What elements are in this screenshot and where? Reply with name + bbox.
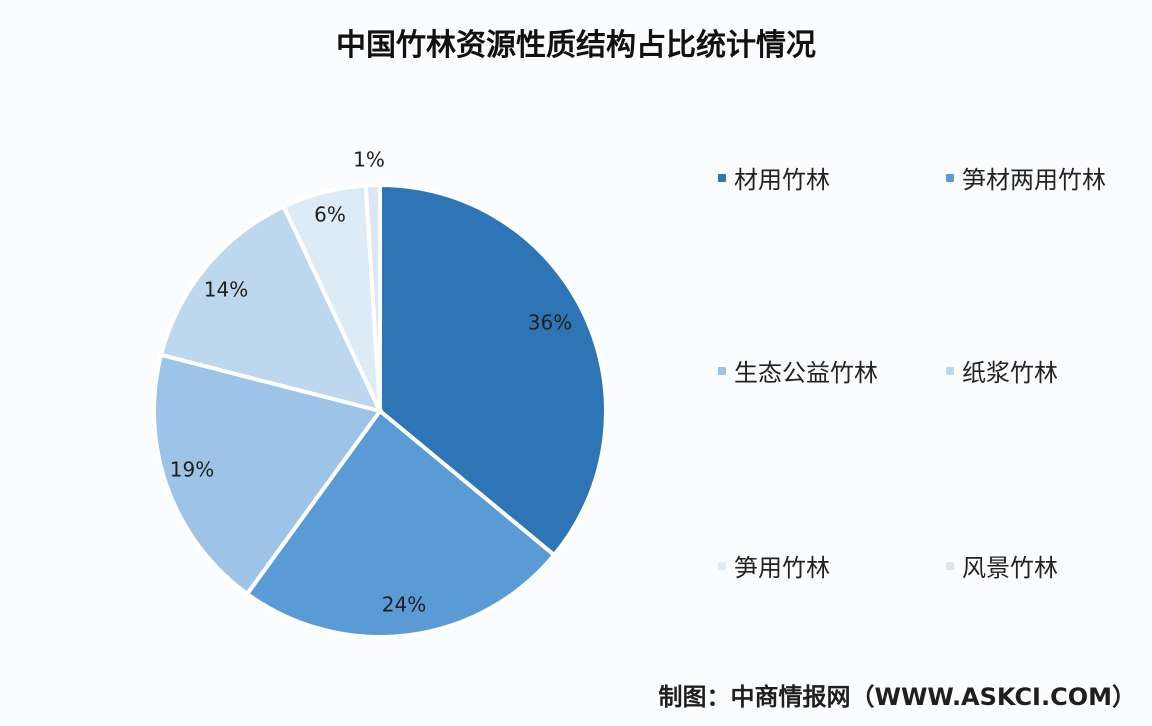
chart-title: 中国竹林资源性质结构占比统计情况	[336, 28, 816, 63]
data-label-材用竹林: 36%	[528, 311, 572, 335]
pie-slice-材用竹林	[378, 182, 608, 558]
pie-slice-生态公益竹林	[152, 352, 384, 597]
data-label-笋材两用竹林: 24%	[382, 593, 426, 617]
pie-slice-笋材两用竹林	[244, 408, 557, 639]
data-label-笋用竹林: 6%	[314, 203, 346, 227]
pie-slice-风景竹林	[363, 182, 382, 412]
data-label-生态公益竹林: 19%	[170, 458, 214, 482]
source-note: 制图：中商情报网（WWW.ASKCI.COM）	[658, 683, 1136, 711]
data-label-风景竹林: 1%	[353, 148, 385, 172]
data-label-纸浆竹林: 14%	[204, 278, 248, 302]
pie-slice-纸浆竹林	[158, 203, 384, 414]
